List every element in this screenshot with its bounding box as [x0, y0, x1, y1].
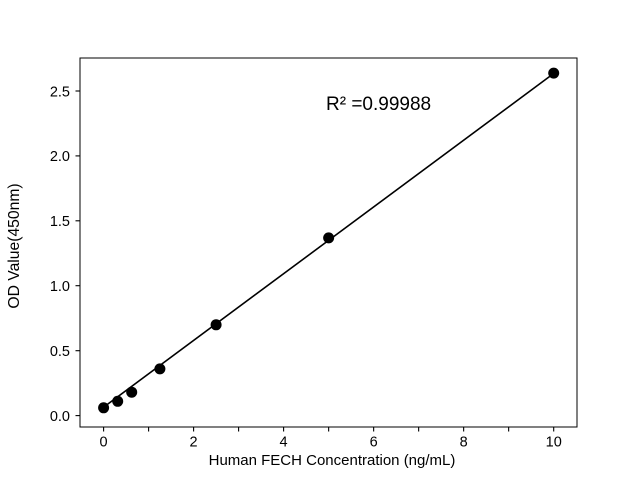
- svg-text:8: 8: [460, 435, 468, 451]
- svg-text:0: 0: [100, 435, 108, 451]
- svg-text:6: 6: [370, 435, 378, 451]
- svg-text:Human FECH Concentration (ng/m: Human FECH Concentration (ng/mL): [209, 452, 456, 469]
- svg-text:R² =0.99988: R² =0.99988: [326, 94, 431, 115]
- svg-text:2.0: 2.0: [50, 149, 70, 165]
- svg-text:4: 4: [280, 435, 288, 451]
- svg-text:0.0: 0.0: [50, 409, 70, 425]
- svg-text:2: 2: [190, 435, 198, 451]
- svg-text:1.0: 1.0: [50, 279, 70, 295]
- svg-text:0.5: 0.5: [50, 344, 70, 360]
- svg-text:1.5: 1.5: [50, 214, 70, 230]
- svg-text:10: 10: [546, 435, 562, 451]
- svg-text:OD Value(450nm): OD Value(450nm): [6, 183, 23, 308]
- svg-text:2.5: 2.5: [50, 84, 70, 100]
